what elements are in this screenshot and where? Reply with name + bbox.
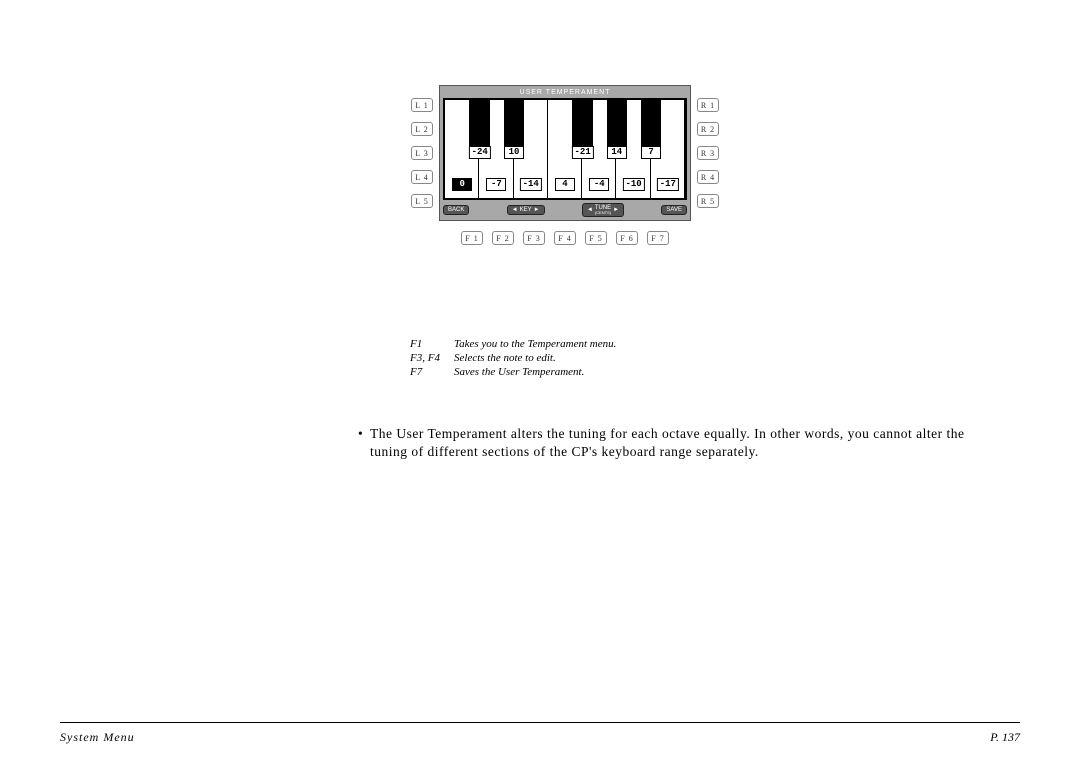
white-key-value: -14: [520, 178, 542, 191]
white-key-value: 4: [555, 178, 575, 191]
legend-desc: Selects the note to edit.: [454, 352, 556, 364]
softkey-key[interactable]: ◄KEY►: [507, 205, 545, 215]
legend-key: F1: [410, 338, 454, 350]
lcd-title: USER TEMPERAMENT: [443, 89, 687, 96]
footer-section-title: System Menu: [60, 730, 135, 745]
side-button-right[interactable]: R 3: [697, 146, 719, 160]
side-button-right[interactable]: R 4: [697, 170, 719, 184]
legend-desc: Takes you to the Temperament menu.: [454, 338, 616, 350]
legend-key: F3, F4: [410, 352, 454, 364]
lcd-inner: -24 10 -21 14 7 0 -7 -14 4 -4 -10 -17: [443, 98, 687, 200]
function-key[interactable]: F 2: [492, 231, 514, 245]
left-side-labels: L 1 L 2 L 3 L 4 L 5: [411, 85, 433, 221]
keyboard-diagram: -24 10 -21 14 7 0 -7 -14 4 -4 -10 -17: [445, 100, 685, 198]
right-arrow-icon: ►: [534, 207, 540, 213]
side-button-left[interactable]: L 2: [411, 122, 433, 136]
function-key-legend: F1Takes you to the Temperament menu.F3, …: [410, 338, 616, 380]
bullet-icon: •: [358, 425, 363, 443]
function-key[interactable]: F 7: [647, 231, 669, 245]
legend-desc: Saves the User Temperament.: [454, 366, 584, 378]
screen-row: L 1L 2L 3L 4L 5 USER TEMPERAMENT -2410-2…: [411, 85, 719, 221]
white-key-value: -17: [657, 178, 679, 191]
white-key-value: -4: [589, 178, 609, 191]
lcd-screen: USER TEMPERAMENT -24 10 -21 14 7 0 -7 -14 4 -4 -10…: [439, 85, 691, 221]
function-key[interactable]: F 6: [616, 231, 638, 245]
right-arrow-icon: ►: [613, 207, 619, 213]
black-key-value: 7: [641, 146, 661, 159]
black-key-value: -21: [572, 146, 594, 159]
body-text-content: The User Temperament alters the tuning f…: [370, 426, 964, 459]
side-button-left[interactable]: L 3: [411, 146, 433, 160]
side-button-left[interactable]: L 4: [411, 170, 433, 184]
white-key-value: 0: [452, 178, 472, 191]
side-button-right[interactable]: R 1: [697, 98, 719, 112]
right-side-labels: R 1 R 2 R 3 R 4 R 5: [697, 85, 719, 221]
legend-row: F1Takes you to the Temperament menu.: [410, 338, 616, 350]
side-button-right[interactable]: R 2: [697, 122, 719, 136]
left-arrow-icon: ◄: [587, 207, 593, 213]
legend-row: F7Saves the User Temperament.: [410, 366, 616, 378]
black-key-value: -24: [469, 146, 491, 159]
legend-row: F3, F4Selects the note to edit.: [410, 352, 616, 364]
black-key-value: 10: [504, 146, 524, 159]
footer-page-number: P. 137: [990, 730, 1020, 745]
side-button-left[interactable]: L 1: [411, 98, 433, 112]
function-key[interactable]: F 3: [523, 231, 545, 245]
white-key-value: -10: [622, 178, 644, 191]
black-key-value: 14: [607, 146, 627, 159]
device-frame: L 1L 2L 3L 4L 5 USER TEMPERAMENT -2410-2…: [400, 85, 730, 245]
function-key-row: F 1 F 2 F 3 F 4 F 5 F 6 F 7: [461, 231, 669, 245]
softkey-save[interactable]: SAVE: [661, 205, 687, 215]
function-key[interactable]: F 1: [461, 231, 483, 245]
function-key[interactable]: F 4: [554, 231, 576, 245]
side-button-right[interactable]: R 5: [697, 194, 719, 208]
left-arrow-icon: ◄: [512, 207, 518, 213]
softkey-back[interactable]: BACK: [443, 205, 469, 215]
device-figure: L 1L 2L 3L 4L 5 USER TEMPERAMENT -2410-2…: [400, 85, 730, 245]
softkey-bar: BACK ◄KEY► ◄TUNE(CENTS)► SAVE: [443, 203, 687, 217]
side-button-left[interactable]: L 5: [411, 194, 433, 208]
footer-divider: [60, 722, 1020, 723]
softkey-tune[interactable]: ◄TUNE(CENTS)►: [582, 203, 624, 217]
body-paragraph: • The User Temperament alters the tuning…: [370, 425, 990, 461]
white-key-value: -7: [486, 178, 506, 191]
function-key[interactable]: F 5: [585, 231, 607, 245]
legend-key: F7: [410, 366, 454, 378]
